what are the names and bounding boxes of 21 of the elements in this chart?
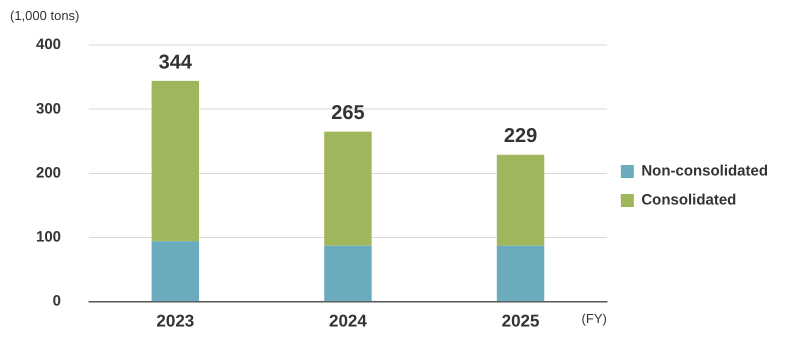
bar bbox=[152, 80, 200, 242]
legend-label: Consolidated bbox=[641, 192, 736, 209]
x-tick-label: 2025 bbox=[502, 311, 540, 330]
legend-label: Non-consolidated bbox=[641, 162, 768, 180]
y-tick-label: 200 bbox=[36, 164, 62, 182]
bar bbox=[152, 241, 200, 302]
total-label: 265 bbox=[331, 102, 365, 124]
bar bbox=[324, 246, 372, 302]
y-tick-label: 400 bbox=[36, 36, 62, 54]
bar bbox=[324, 132, 372, 246]
total-label: 229 bbox=[504, 125, 538, 148]
y-tick-label: 0 bbox=[52, 292, 62, 310]
y-tick-label: 300 bbox=[36, 100, 62, 118]
bar bbox=[496, 246, 544, 302]
x-tick-label: 2023 bbox=[156, 311, 194, 330]
y-tick-label: 100 bbox=[36, 228, 62, 246]
total-label: 344 bbox=[158, 51, 193, 74]
bar bbox=[496, 154, 544, 246]
x-axis-title: (FY) bbox=[582, 311, 607, 326]
y-axis-title: (1,000 tons) bbox=[10, 8, 80, 24]
x-tick-label: 2024 bbox=[329, 311, 368, 330]
